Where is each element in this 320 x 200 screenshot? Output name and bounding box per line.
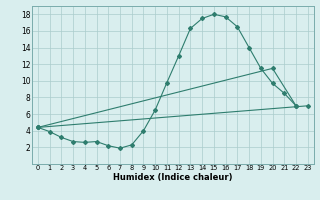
X-axis label: Humidex (Indice chaleur): Humidex (Indice chaleur) xyxy=(113,173,233,182)
